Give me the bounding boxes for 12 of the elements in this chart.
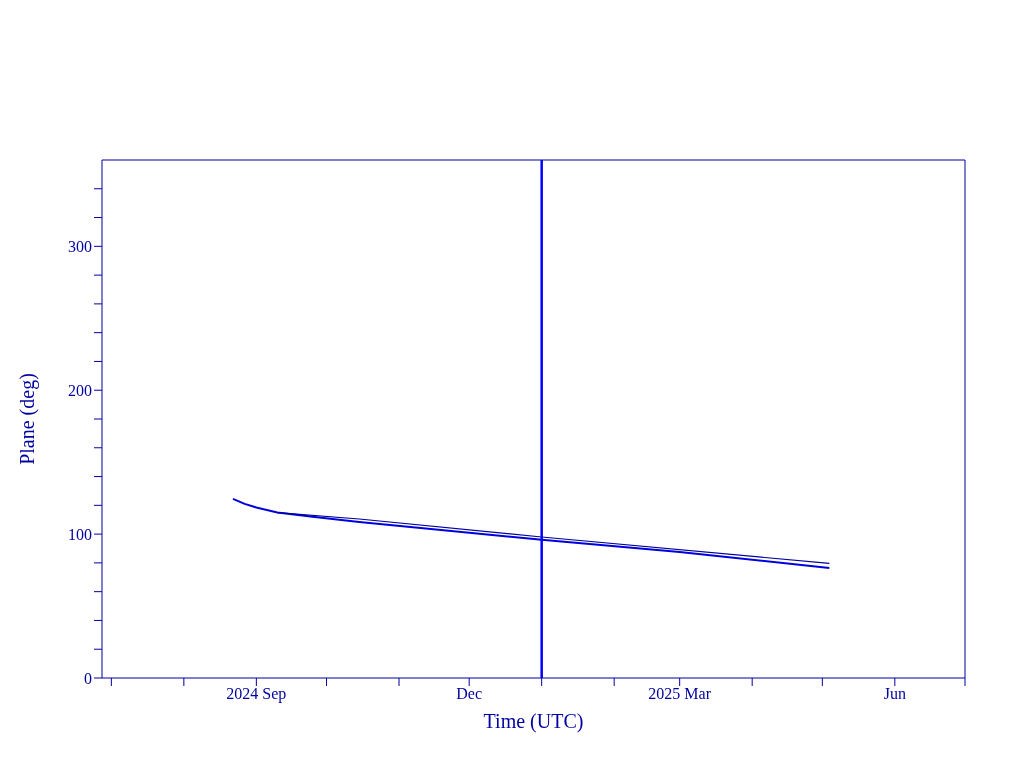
x-tick-label: 2024 Sep (226, 685, 287, 704)
x-tick-label: Jun (883, 685, 906, 703)
y-axis-title: Plane (deg) (16, 373, 40, 465)
y-tick-label: 0 (84, 669, 92, 687)
y-tick-label: 100 (68, 525, 92, 543)
y-tick-label: 200 (68, 381, 92, 399)
y-tick-label: 300 (68, 238, 92, 256)
x-tick-label: Dec (456, 685, 483, 703)
x-axis-title: Time (UTC) (483, 710, 584, 733)
x-tick-label: 2025 Mar (648, 685, 712, 703)
line-series (276, 511, 830, 565)
line-series (231, 497, 831, 569)
